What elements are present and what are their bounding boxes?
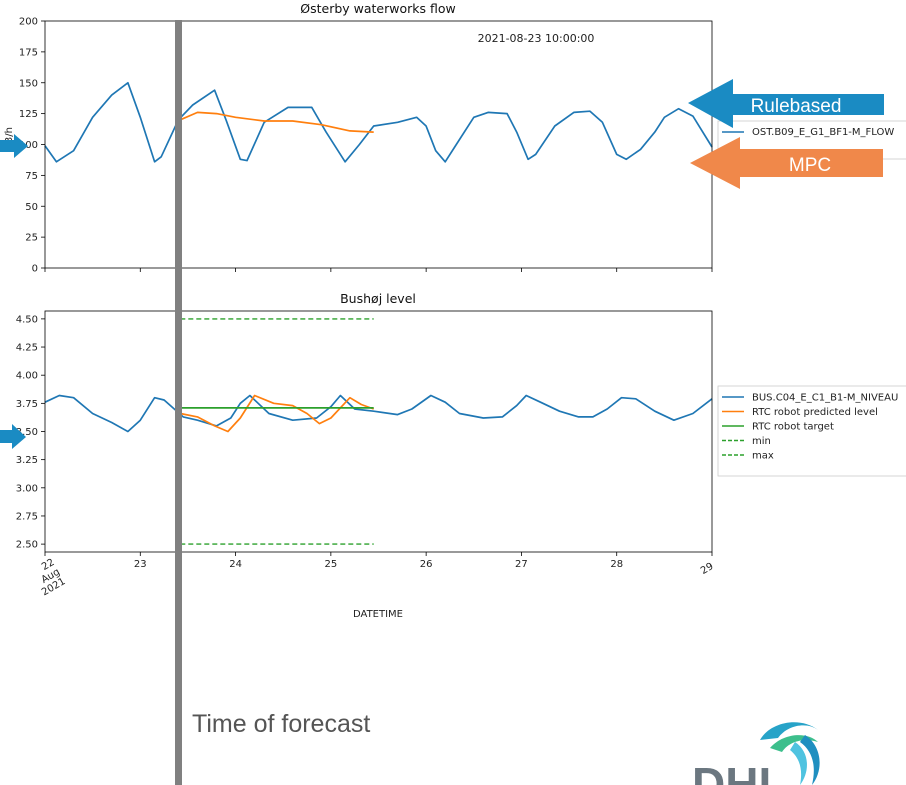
mpc-callout-label: MPC: [789, 155, 831, 176]
forecast-time-marker: [175, 20, 182, 785]
level-x-ticks: 22Aug2021 23 24 25 26 27 28 29: [29, 552, 716, 598]
flow-y-tick-label: 100: [19, 140, 38, 151]
dhi-logo-text: DHI: [692, 758, 771, 785]
level-x-tick-label: 23: [134, 559, 147, 570]
time-of-forecast-label: Time of forecast: [192, 710, 371, 738]
flow-series-line-1: [179, 111, 374, 133]
level-series-lines: [44, 318, 713, 545]
flow-panel: Østerby waterworks flow 2021-08-23 10:00…: [4, 1, 713, 275]
level-y-tick-label: 3.50: [16, 427, 38, 438]
flow-y-tick-label: 175: [19, 47, 38, 58]
level-legend-label: BUS.C04_E_C1_B1-M_NIVEAU: [752, 393, 898, 404]
flow-series-line-0: [44, 81, 713, 163]
forecast-timestamp: 2021-08-23 10:00:00: [478, 32, 595, 45]
level-y-tick-label: 3.25: [16, 455, 38, 466]
level-x-tick-label: 26: [420, 559, 433, 570]
flow-y-tick-label: 150: [19, 78, 38, 89]
flow-y-ticks: 0 25 50 75 100 125 150 175 200: [19, 17, 45, 275]
level-x-axis-label: DATETIME: [353, 609, 403, 620]
rulebased-arrow: [688, 79, 884, 128]
level-y-tick-label: 2.75: [16, 511, 38, 522]
mpc-callout: MPC: [690, 137, 883, 189]
level-y-tick-label: 3.75: [16, 399, 38, 410]
flow-y-tick-label: 200: [19, 17, 38, 28]
flow-y-tick-label: 75: [25, 171, 38, 182]
level-legend-box: [717, 385, 906, 477]
level-x-tick-label: 25: [324, 559, 337, 570]
level-series-line-1: [180, 394, 374, 433]
left-pointer-icon: [0, 424, 26, 449]
level-legend-label: RTC robot target: [752, 422, 834, 433]
level-legend-label: max: [752, 451, 774, 462]
flow-y-tick-label: 125: [19, 109, 38, 120]
level-plot-frame: [44, 310, 713, 553]
level-series-line-0: [44, 394, 713, 433]
rulebased-callout-label: Rulebased: [751, 96, 842, 117]
rulebased-callout: Rulebased: [688, 79, 884, 128]
level-x-tick-label: 22Aug2021: [29, 557, 68, 598]
flow-legend-label: OST.B09_E_G1_BF1-M_FLOW: [752, 127, 894, 138]
level-panel: Bushøj level 2.50 2.75 3.00 3.25 3.50 3.75 4.0…: [16, 291, 716, 620]
flow-plot-frame: [44, 20, 713, 269]
flow-y-tick-label: 0: [32, 264, 38, 275]
flow-y-tick-label: 50: [25, 202, 38, 213]
mpc-arrow: [690, 137, 883, 189]
flow-x-ticks: [44, 268, 713, 272]
level-y-ticks: 2.50 2.75 3.00 3.25 3.50 3.75 4.00 4.25 4.50: [16, 314, 45, 551]
level-y-tick-label: 4.50: [16, 314, 38, 325]
flow-series-lines: [44, 81, 713, 163]
flow-chart-title: Østerby waterworks flow: [300, 1, 455, 16]
level-x-tick-label: 27: [515, 559, 528, 570]
level-y-tick-label: 2.50: [16, 540, 38, 551]
level-y-tick-label: 4.00: [16, 371, 38, 382]
left-pointer-icon: [0, 134, 28, 158]
flow-y-tick-label: 25: [25, 233, 38, 244]
level-legend: BUS.C04_E_C1_B1-M_NIVEAU RTC robot predic…: [717, 385, 906, 477]
level-x-tick-label: 29: [699, 561, 716, 577]
level-x-tick-label: 28: [610, 559, 623, 570]
level-y-tick-label: 4.25: [16, 343, 38, 354]
level-x-tick-label: 24: [229, 559, 242, 570]
level-legend-label: min: [752, 436, 771, 447]
level-chart-title: Bushøj level: [340, 291, 416, 306]
dhi-wave-icon: [760, 722, 820, 785]
level-y-tick-label: 3.00: [16, 483, 38, 494]
level-legend-label: RTC robot predicted level: [752, 407, 878, 418]
